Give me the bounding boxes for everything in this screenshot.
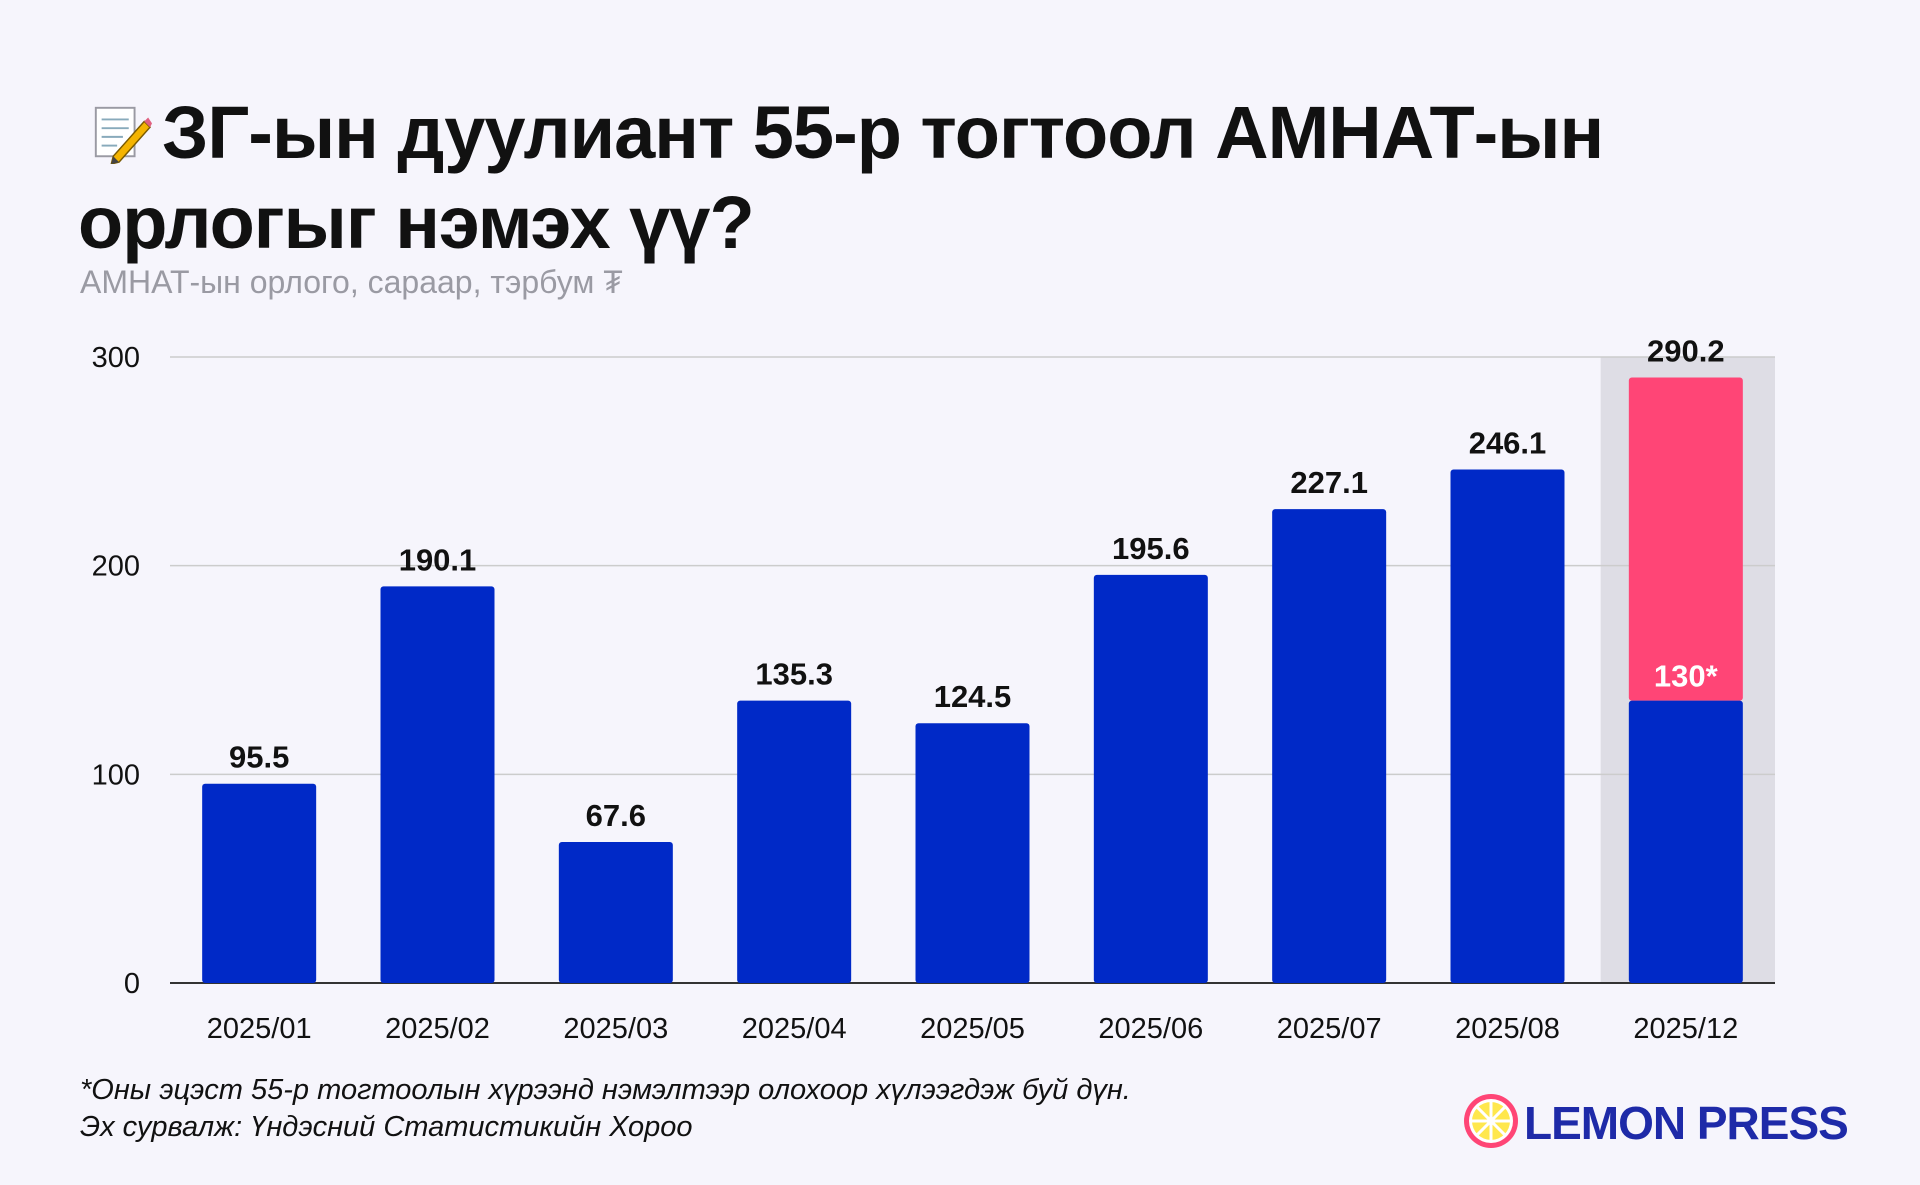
lemon-press-logo: LEMON PRESS [1462,1092,1849,1152]
bar [380,586,495,983]
bar [1450,469,1565,984]
x-tick-label: 2025/07 [1277,1013,1382,1045]
x-tick-label: 2025/01 [207,1013,312,1045]
x-tick-label: 2025/02 [385,1013,490,1045]
bar-value-label: 227.1 [1290,465,1368,500]
bar [558,841,673,983]
source-note: Эх сурвалж: Үндэсний Статистикийн Хороо [80,1111,693,1143]
x-tick-label: 2025/12 [1633,1013,1738,1045]
chart-title: ЗГ-ын дуулиант 55-р тогтоол АМНАТ-ын орл… [78,91,1604,264]
x-tick-label: 2025/08 [1455,1013,1560,1045]
x-tick-label: 2025/03 [563,1013,668,1045]
memo-pencil-icon [94,106,152,164]
bar-value-label: 67.6 [586,798,646,833]
bar-value-label: 95.5 [229,740,289,775]
bar-value-label: 124.5 [934,679,1012,714]
x-tick-label: 2025/06 [1098,1013,1203,1045]
bar [202,783,317,983]
title-row: ЗГ-ын дуулиант 55-р тогтоол АМНАТ-ын орл… [78,88,1778,268]
y-tick-label: 100 [92,759,140,791]
bar-value-label: 135.3 [755,657,833,692]
x-tick-label: 2025/04 [742,1013,847,1045]
footnote: *Оны эцэст 55-р тогтоолын хүрээнд нэмэлт… [80,1074,1131,1106]
bar [1093,574,1208,983]
bar-value-label: 190.1 [399,542,477,577]
bar-value-label: 195.6 [1112,531,1190,566]
y-tick-label: 300 [92,342,140,374]
bar-value-label: 290.2 [1647,333,1725,368]
bar [737,700,852,983]
lemon-slice-icon [1464,1094,1518,1148]
projected-extra-label: 130* [1654,659,1719,694]
bar [1628,700,1743,983]
bar-projected-extra [1628,377,1743,701]
logo-text: LEMON PRESS [1524,1097,1849,1149]
bar [1272,509,1387,983]
y-tick-label: 200 [92,551,140,583]
y-tick-label: 0 [124,968,140,1000]
bar [915,723,1030,983]
bar-value-label: 246.1 [1469,425,1547,460]
chart-subtitle: АМНАТ-ын орлого, сараар, тэрбум ₮ [80,264,623,300]
x-tick-label: 2025/05 [920,1013,1025,1045]
